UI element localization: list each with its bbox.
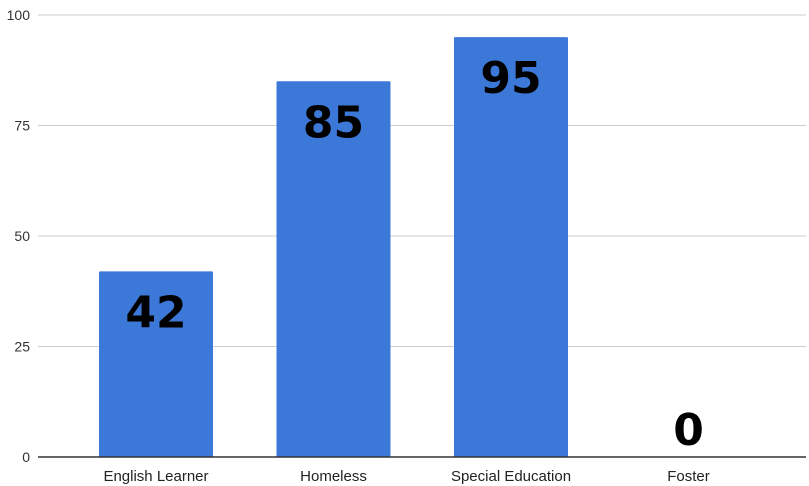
x-category-label: Foster xyxy=(667,468,710,485)
y-tick-label: 75 xyxy=(14,118,30,134)
y-tick-label: 50 xyxy=(14,228,30,244)
bar xyxy=(276,81,391,458)
gridlines xyxy=(38,14,806,347)
data-label: 42 xyxy=(125,287,186,338)
x-category-label: Homeless xyxy=(300,468,367,485)
y-tick-label: 25 xyxy=(14,339,30,355)
y-axis-ticks: 0 25 50 75 100 xyxy=(7,7,31,465)
data-label: 0 xyxy=(673,405,704,456)
y-tick-label: 0 xyxy=(22,449,30,465)
data-labels: 42 85 95 0 xyxy=(125,53,703,456)
x-axis-labels: English Learner Homeless Special Education… xyxy=(103,468,709,485)
bars xyxy=(99,37,568,458)
bar xyxy=(454,37,568,457)
data-label: 95 xyxy=(480,53,541,104)
data-label: 85 xyxy=(303,97,364,148)
x-category-label: English Learner xyxy=(103,468,208,485)
bar xyxy=(99,271,213,457)
x-category-label: Special Education xyxy=(451,468,571,485)
y-tick-label: 100 xyxy=(7,7,31,23)
